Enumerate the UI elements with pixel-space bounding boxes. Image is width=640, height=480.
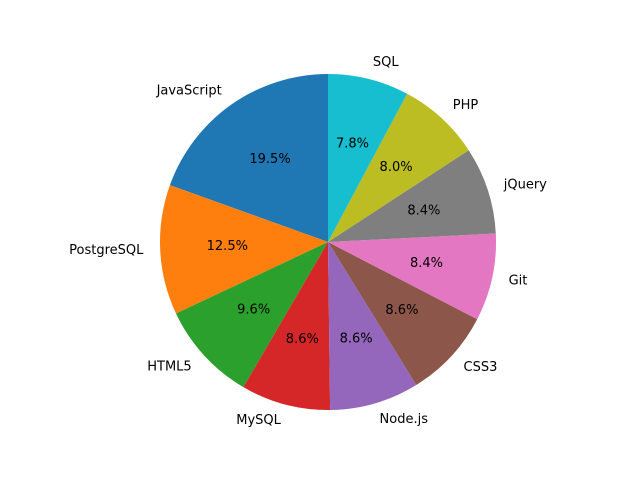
pie-slice-jquery	[328, 150, 496, 242]
percentage-labels: 19.5% 12.5% 9.6% 8.6% 8.6% 8.6% 8.4% 8.4% 8.0% 7.…	[207, 137, 443, 347]
percentage-label: 8.4%	[407, 203, 440, 218]
category-label: Node.js	[380, 412, 429, 427]
pie-slice-git	[328, 233, 496, 320]
percentage-label: 12.5%	[207, 239, 248, 254]
pie-slice-postgresql	[159, 185, 328, 314]
pie-slice-sql	[328, 74, 408, 242]
percentage-label: 8.0%	[380, 160, 413, 175]
category-label: PHP	[453, 98, 479, 113]
percentage-label: 9.6%	[237, 303, 270, 318]
percentage-label: 8.6%	[385, 303, 418, 318]
percentage-label: 8.6%	[340, 331, 373, 346]
category-label: CSS3	[464, 360, 498, 375]
category-label: HTML5	[147, 359, 191, 374]
pie-slice-node-js	[328, 242, 417, 410]
category-labels: JavaScript PostgreSQL HTML5 MySQL Node.js CSS…	[69, 55, 547, 428]
percentage-label: 7.8%	[336, 137, 369, 152]
category-label: SQL	[373, 55, 399, 70]
pie-slice-css3	[328, 242, 478, 385]
percentage-label: 19.5%	[249, 152, 290, 167]
percentage-label: 8.4%	[410, 256, 443, 271]
pie-slice-javascript	[169, 74, 328, 242]
pie-slices	[159, 74, 496, 410]
category-label: jQuery	[503, 177, 547, 192]
category-label: MySQL	[236, 413, 281, 428]
category-label: Git	[509, 274, 528, 289]
percentage-label: 8.6%	[286, 332, 319, 347]
pie-slice-php	[328, 93, 469, 242]
pie-slice-html5	[175, 242, 328, 388]
category-label: JavaScript	[156, 83, 222, 98]
pie-slice-mysql	[243, 242, 331, 410]
category-label: PostgreSQL	[69, 243, 144, 258]
